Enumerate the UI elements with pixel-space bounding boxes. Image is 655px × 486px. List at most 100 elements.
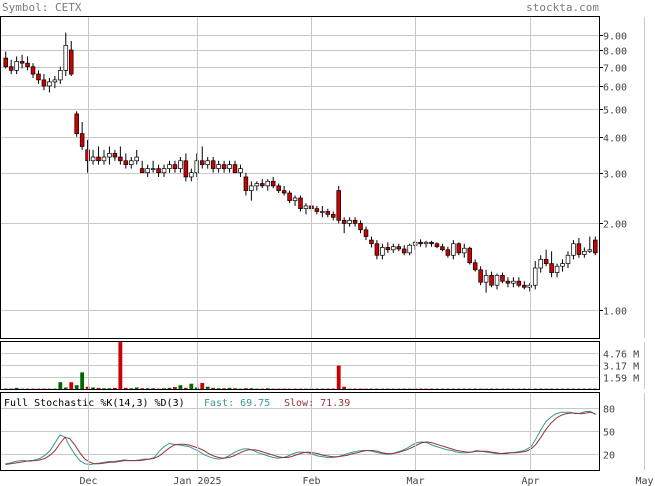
candle-body — [189, 172, 194, 178]
volume-bar — [162, 388, 166, 390]
y-tick-label: 1.00 — [603, 307, 627, 318]
candle-body — [369, 239, 374, 245]
volume-bar — [194, 387, 199, 389]
candle-body — [330, 214, 336, 218]
stochastic-tick-label: 80 — [603, 405, 615, 416]
volume-bar — [189, 383, 194, 389]
volume-bar — [222, 388, 226, 390]
candle-body — [8, 66, 14, 71]
candle-body — [156, 168, 161, 174]
volume-bar — [74, 385, 79, 389]
x-tick-label: Feb — [302, 476, 320, 486]
candle-body — [549, 263, 554, 273]
candle-body — [14, 61, 19, 71]
candle-body — [276, 185, 281, 191]
candle-body — [79, 133, 85, 147]
candle-body — [451, 243, 456, 256]
volume-bar — [151, 388, 156, 390]
volume-bar — [85, 386, 90, 389]
volume-bar — [342, 386, 347, 389]
candle-body — [560, 263, 565, 267]
candle-body — [221, 164, 227, 169]
y-tick-label: 3.00 — [603, 170, 627, 181]
stochastic-frame — [0, 392, 600, 471]
candle-body — [85, 149, 90, 162]
candle-body — [145, 168, 150, 174]
candle-body — [254, 183, 260, 187]
candle-body — [565, 254, 571, 264]
candle-body — [472, 262, 478, 271]
candle-body — [418, 241, 423, 245]
volume-bar — [244, 388, 248, 390]
candle-body — [582, 250, 587, 255]
candle-body — [36, 73, 41, 81]
candle-body — [494, 275, 500, 286]
candle-body — [129, 160, 134, 165]
slow-label: Slow: 71.39 — [284, 398, 350, 409]
candle-body — [47, 81, 52, 87]
slow-line — [5, 411, 596, 465]
candle-body — [543, 259, 549, 264]
volume-bar — [118, 342, 123, 389]
candle-body — [445, 249, 451, 256]
candle-body — [118, 156, 123, 162]
candle-body — [287, 192, 292, 201]
candle-body — [232, 164, 238, 174]
candle-body — [401, 248, 407, 254]
candle-body — [423, 241, 429, 245]
candle-body — [101, 156, 107, 162]
price-frame — [0, 16, 600, 339]
candle-body — [462, 247, 467, 254]
candle-body — [63, 45, 69, 71]
candle-body — [172, 164, 178, 169]
volume-bar — [58, 382, 63, 389]
symbol-label: Symbol: CETX — [2, 1, 82, 14]
fast-label: Fast: 69.75 — [204, 398, 270, 409]
volume-bar — [173, 387, 177, 389]
volume-bar — [14, 387, 19, 389]
candle-body — [396, 246, 402, 250]
candle-body — [96, 156, 101, 162]
candle-body — [352, 219, 358, 224]
candle-body — [511, 280, 516, 284]
candle-body — [265, 180, 271, 187]
volume-bar — [167, 387, 172, 389]
candle-body — [429, 241, 434, 245]
x-tick-label: Dec — [79, 476, 97, 486]
candle-body — [483, 275, 489, 283]
candle-body — [150, 168, 156, 170]
volume-bar — [63, 387, 68, 389]
volume-bar — [200, 382, 205, 389]
y-tick-label: 9.00 — [603, 32, 627, 43]
candle-body — [205, 160, 210, 165]
candle-body — [25, 62, 30, 68]
candle-body — [576, 243, 582, 255]
candle-body — [478, 269, 483, 283]
volume-bar — [134, 387, 139, 389]
candle-body — [385, 247, 391, 251]
volume-bar — [183, 387, 188, 389]
site-name[interactable]: stockta.com — [526, 1, 599, 14]
candle-body — [440, 246, 445, 251]
candle-body — [123, 160, 129, 165]
volume-tick-label: 3.17 M — [603, 362, 639, 373]
candle-body — [358, 223, 363, 231]
x-tick-label: May — [635, 476, 653, 486]
candle-body — [532, 267, 538, 286]
candle-body — [554, 265, 560, 273]
candle-body — [41, 79, 47, 87]
volume-bar — [91, 387, 95, 389]
candle-body — [68, 49, 74, 75]
candle-body — [3, 57, 8, 68]
candle-body — [292, 197, 298, 201]
candle-body — [516, 280, 522, 286]
y-tick-label: 8.00 — [603, 47, 627, 58]
candle-body — [314, 208, 320, 212]
fast-line — [5, 411, 596, 466]
candle-body — [325, 211, 331, 215]
stochastic-title: Full Stochastic %K(14,3) %D(3) — [4, 398, 185, 409]
candle-body — [183, 160, 189, 178]
candle-body — [489, 275, 494, 286]
candle-body — [407, 244, 412, 254]
